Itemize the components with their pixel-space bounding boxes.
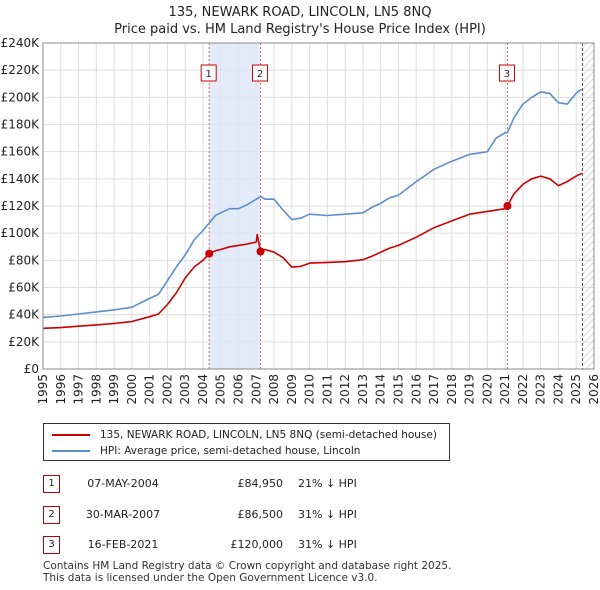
x-tick-label: 2019 [463, 374, 477, 405]
y-tick-label: £180K [1, 118, 41, 132]
chart-title-line1: 135, NEWARK ROAD, LINCOLN, LN5 8NQ [168, 5, 432, 20]
plot-frame [42, 42, 595, 370]
x-tick-label: 2003 [178, 374, 192, 405]
footer-line1: Contains HM Land Registry data © Crown c… [43, 560, 452, 572]
legend-item-property: 135, NEWARK ROAD, LINCOLN, LN5 8NQ (semi… [52, 427, 437, 443]
transaction-price: £84,950 [237, 477, 284, 490]
x-tick-label: 1995 [36, 374, 50, 405]
event-label-box [498, 64, 515, 82]
x-tick-label: 1998 [89, 374, 103, 405]
legend-blue-line [52, 450, 90, 452]
sale-point [205, 249, 214, 258]
transaction-price: £120,000 [230, 538, 284, 551]
legend-red-label: 135, NEWARK ROAD, LINCOLN, LN5 8NQ (semi… [100, 429, 437, 441]
axes: £0 £20K £40K £60K £80K £100K £120K £140K £160K £1… [1, 36, 600, 405]
x-tick-label: 2002 [160, 374, 174, 405]
transaction-number: 2 [43, 506, 60, 524]
x-tick-label: 2005 [214, 374, 228, 405]
x-tick-label: 2016 [409, 374, 423, 405]
x-tick-label: 2018 [445, 374, 459, 405]
transaction-date: 30-MAR-2007 [85, 508, 161, 521]
event-label: 2 [257, 69, 263, 80]
x-tick-label: 2001 [143, 374, 157, 405]
property-series-line [42, 172, 582, 330]
transaction-price: £86,500 [237, 508, 284, 521]
hatched-future-region [582, 43, 594, 369]
x-tick-label: 2022 [516, 374, 530, 405]
chart-title-line2: Price paid vs. HM Land Registry's House … [114, 22, 486, 37]
transaction-number: 1 [43, 475, 60, 493]
event-label: 1 [206, 69, 212, 80]
transaction-hpi-diff: 31% ↓ HPI [298, 538, 357, 551]
event-label-box [200, 64, 217, 82]
transaction-date: 07-MAY-2004 [87, 477, 159, 490]
footer-attribution: Contains HM Land Registry data © Crown c… [43, 560, 451, 584]
x-tick-label: 2010 [303, 374, 317, 405]
sale-point [256, 247, 265, 256]
y-tick-label: £20K [8, 335, 40, 349]
transaction-hpi-diff: 31% ↓ HPI [298, 508, 357, 521]
x-tick-label: 1996 [54, 374, 68, 405]
y-tick-label: £80K [8, 253, 40, 267]
footer-line2: This data is licensed under the Open Gov… [43, 572, 378, 584]
event-markers: 1 2 3 [200, 64, 515, 258]
x-tick-label: 2013 [356, 374, 370, 405]
transaction-hpi-diff: 21% ↓ HPI [298, 477, 357, 490]
gridlines [42, 42, 595, 370]
event-label: 3 [504, 69, 510, 80]
x-tick-label: 2021 [498, 374, 512, 405]
x-tick-label: 2024 [551, 374, 565, 405]
legend-item-hpi: HPI: Average price, semi-detached house,… [52, 443, 360, 459]
sale-point [503, 202, 512, 210]
y-tick-label: £60K [8, 281, 40, 295]
legend: 135, NEWARK ROAD, LINCOLN, LN5 8NQ (semi… [43, 423, 450, 461]
x-tick-label: 2004 [196, 374, 210, 405]
event-label-box [252, 64, 269, 82]
y-tick-label: £200K [1, 90, 41, 104]
x-tick-label: 2008 [267, 374, 281, 405]
y-tick-label: £220K [1, 63, 41, 77]
price-chart: 1 2 3 £0 £20K £40K £60K £80K £100K £120K £140K £16… [1, 36, 600, 405]
hpi-series-line [42, 88, 583, 319]
y-tick-label: £240K [1, 36, 41, 50]
x-tick-label: 2017 [427, 374, 441, 405]
y-tick-label: £100K [1, 226, 41, 240]
y-tick-label: £0 [24, 362, 39, 376]
y-tick-label: £160K [1, 145, 41, 159]
shaded-range [209, 43, 261, 369]
shaded-region [208, 43, 594, 369]
x-tick-label: 2012 [338, 374, 352, 405]
x-tick-label: 2007 [249, 374, 263, 405]
x-tick-label: 2025 [569, 374, 583, 405]
transaction-date: 16-FEB-2021 [87, 538, 159, 551]
x-tick-label: 2023 [534, 374, 548, 405]
legend-red-line [52, 434, 90, 436]
x-tick-label: 2000 [125, 374, 139, 405]
x-tick-label: 2006 [232, 374, 246, 405]
y-tick-label: £120K [1, 199, 41, 213]
x-tick-label: 2026 [587, 374, 600, 405]
x-tick-label: 2014 [374, 374, 388, 405]
x-tick-label: 2020 [480, 374, 494, 405]
x-tick-label: 1997 [72, 374, 86, 405]
x-tick-label: 2015 [391, 374, 405, 405]
transaction-number: 3 [43, 536, 60, 554]
legend-blue-label: HPI: Average price, semi-detached house,… [100, 445, 361, 457]
x-tick-label: 2009 [285, 374, 299, 405]
x-tick-label: 1999 [107, 374, 121, 405]
y-tick-label: £140K [1, 172, 41, 186]
x-tick-label: 2011 [320, 374, 334, 405]
y-tick-label: £40K [8, 308, 40, 322]
series-lines [42, 88, 583, 330]
